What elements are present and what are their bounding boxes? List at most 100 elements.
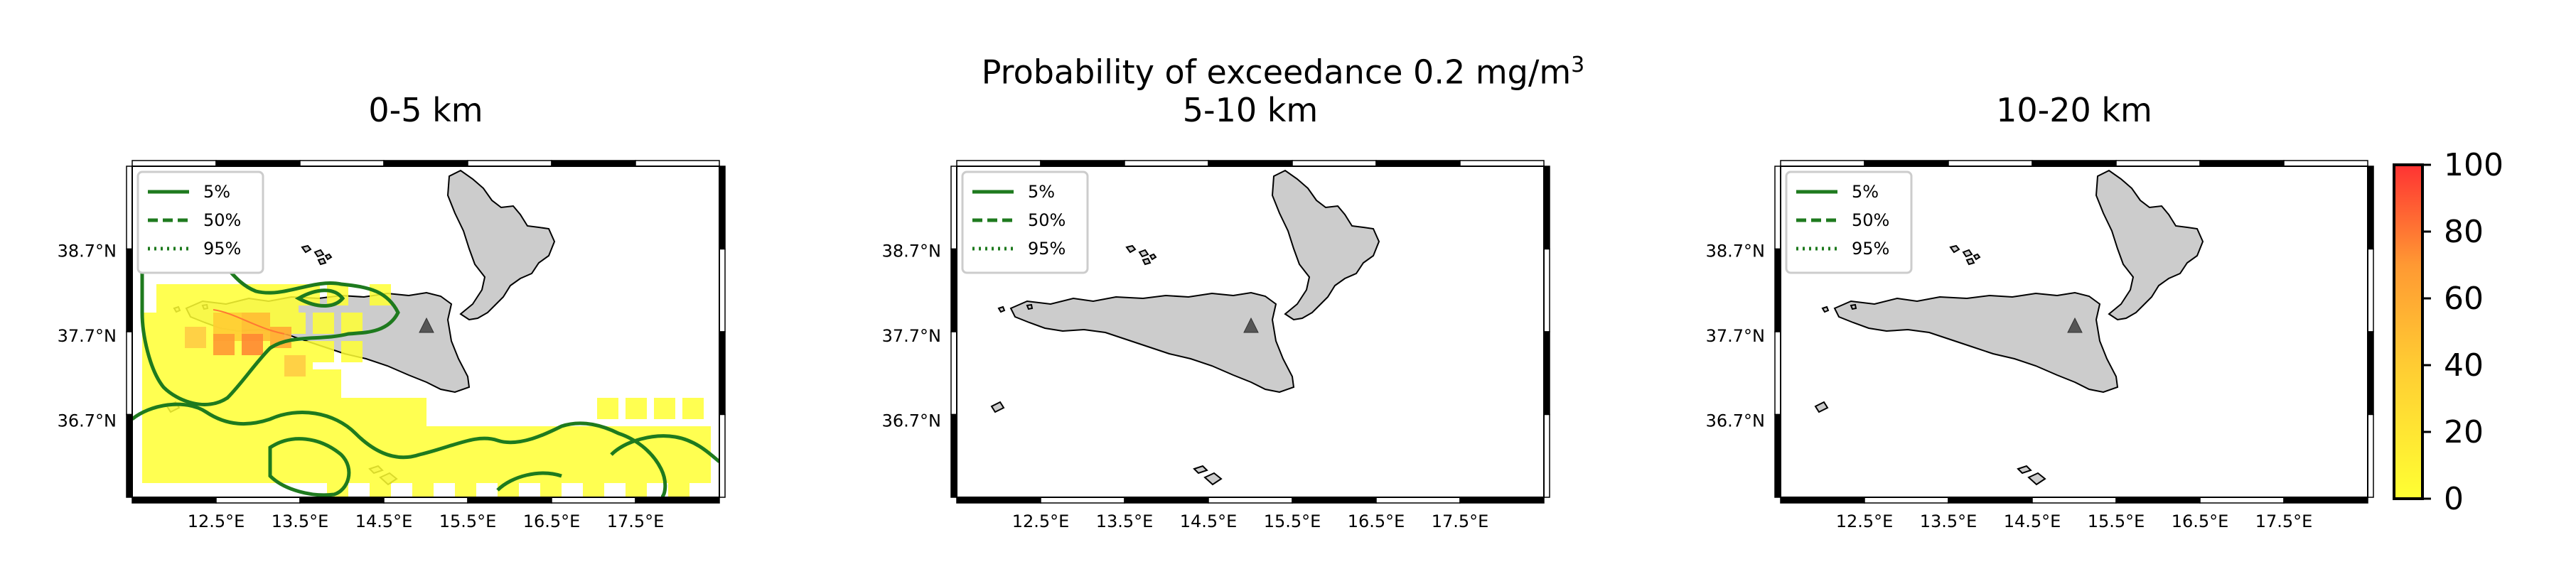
coastline-island [1149,253,1157,261]
frame-bottom-segment [1780,497,1865,504]
frame-left-segment [126,413,133,498]
lat-tick-label: 38.7°N [1706,241,1765,261]
frame-left-segment [950,413,957,498]
ash-probability-cell [668,483,689,497]
colorbar-tick-label: 40 [2444,347,2484,384]
lat-tick-label: 37.7°N [1706,326,1765,346]
frame-right-segment [2367,413,2374,498]
coastline-island [2017,465,2032,475]
coastline-island [1142,257,1152,266]
ash-probability-cell [199,369,227,398]
figure-title-text: Probability of exceedance 0.2 mg/m [981,53,1572,92]
frame-top-segment [2199,160,2285,167]
legend-label: 95% [203,239,241,259]
legend-label: 50% [1852,210,1889,230]
ash-probability-cell [313,313,334,334]
contour-5-percent [140,249,400,406]
coastline-sicily [1009,291,1295,394]
etna-vent-marker [2067,317,2083,333]
legend-box [136,170,264,274]
frame-bottom-segment [1864,497,1949,504]
colorbar: 100 80 60 40 20 0 [2393,147,2503,517]
lon-tick-label: 16.5°E [1348,511,1405,531]
frame-bottom-segment [2032,497,2117,504]
coastline-calabria [2095,169,2204,321]
ash-probability-cell [682,398,704,419]
figure-title-superscript: 3 [1571,53,1585,77]
legend-label: 50% [1028,210,1066,230]
coastline-island [324,253,333,261]
frame-bottom-segment [299,497,385,504]
ash-probability-cell [341,341,363,362]
frame-top-segment [299,160,385,167]
lon-tick-label: 17.5°E [1432,511,1489,531]
colorbar-gradient [2393,163,2424,500]
contour-50-percent [213,309,285,335]
ash-probability-cell [227,455,256,483]
legend-label: 95% [1028,239,1066,259]
coastline-island [1949,244,1960,254]
ash-probability-cell [455,455,483,483]
frame-bottom-segment [1459,497,1545,504]
coastline-island [1026,303,1034,310]
ash-probability-cell [142,455,171,483]
ash-probability-cell [483,455,512,483]
frame-top-segment [383,160,468,167]
frame-bottom-segment [1124,497,1209,504]
coastline-island [2027,472,2046,486]
frame-left-segment [1774,331,1781,416]
colorbar-tick-label: 20 [2444,414,2484,450]
ash-probability-cell [597,398,618,419]
frame-right-segment [1543,248,1550,332]
ash-probability-cell [569,426,597,455]
frame-left-segment [950,166,957,250]
ash-probability-cell [654,426,682,455]
ash-probability-cell [213,334,235,355]
ash-probability-cell [313,341,334,362]
coastline-island [1965,257,1975,266]
lat-tick-label: 37.7°N [882,326,941,346]
etna-vent-marker [1243,317,1259,333]
lat-tick-label: 36.7°N [882,411,941,430]
legend-label: 95% [1852,239,1889,259]
frame-top-segment [132,160,217,167]
frame-bottom-segment [467,497,552,504]
lon-tick-label: 16.5°E [2172,511,2229,531]
frame-top-segment [2032,160,2117,167]
ash-probability-cell [412,483,434,497]
ash-probability-cell [654,455,682,483]
lon-tick-label: 13.5°E [1096,511,1154,531]
ash-probability-cell [398,455,426,483]
ash-probability-cell [142,313,171,341]
lon-tick-label: 12.5°E [1012,511,1070,531]
ash-probability-cell [426,455,455,483]
frame-left-segment [950,248,957,332]
frame-bottom-segment [635,497,720,504]
ash-probability-cell [583,483,604,497]
coastline-island [1973,253,1981,261]
coastline-island [990,401,1005,413]
ash-probability-cell [597,455,626,483]
coastline-island [1193,465,1208,475]
ash-probability-cell [626,455,654,483]
coastline-island [1850,303,1857,310]
coastline-island [313,249,325,258]
legend-box [1785,170,1913,274]
colorbar-tick-label: 0 [2444,481,2464,517]
lon-tick-label: 14.5°E [355,511,413,531]
coastline-calabria [1271,169,1380,321]
colorbar-tick-label: 100 [2444,147,2503,183]
colorbar-tick-label: 80 [2444,214,2484,250]
frame-top-segment [2115,160,2201,167]
ash-probability-cell [341,313,363,334]
map-panel-0-5km: 5% 50% 95% 38.7°N 37.7°N 36.7°N 12.5°E 13.5°E 14… [58,160,726,531]
lon-tick-label: 14.5°E [2004,511,2061,531]
frame-right-segment [2367,248,2374,332]
map-content [132,169,719,497]
coastline-island [997,305,1006,313]
map-border [956,166,1545,498]
frame-bottom-segment [132,497,217,504]
frame-top-segment [1864,160,1949,167]
frame-bottom-segment [383,497,468,504]
